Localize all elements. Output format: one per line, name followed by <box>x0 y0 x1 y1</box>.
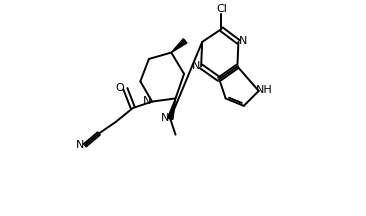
Polygon shape <box>168 98 176 119</box>
Text: N: N <box>76 140 85 150</box>
Text: O: O <box>116 83 124 93</box>
Text: N: N <box>143 96 151 106</box>
Text: N: N <box>192 61 201 71</box>
Text: N: N <box>239 36 247 46</box>
Text: NH: NH <box>255 85 272 95</box>
Polygon shape <box>171 39 187 52</box>
Text: Cl: Cl <box>216 4 227 14</box>
Text: N: N <box>161 113 170 123</box>
